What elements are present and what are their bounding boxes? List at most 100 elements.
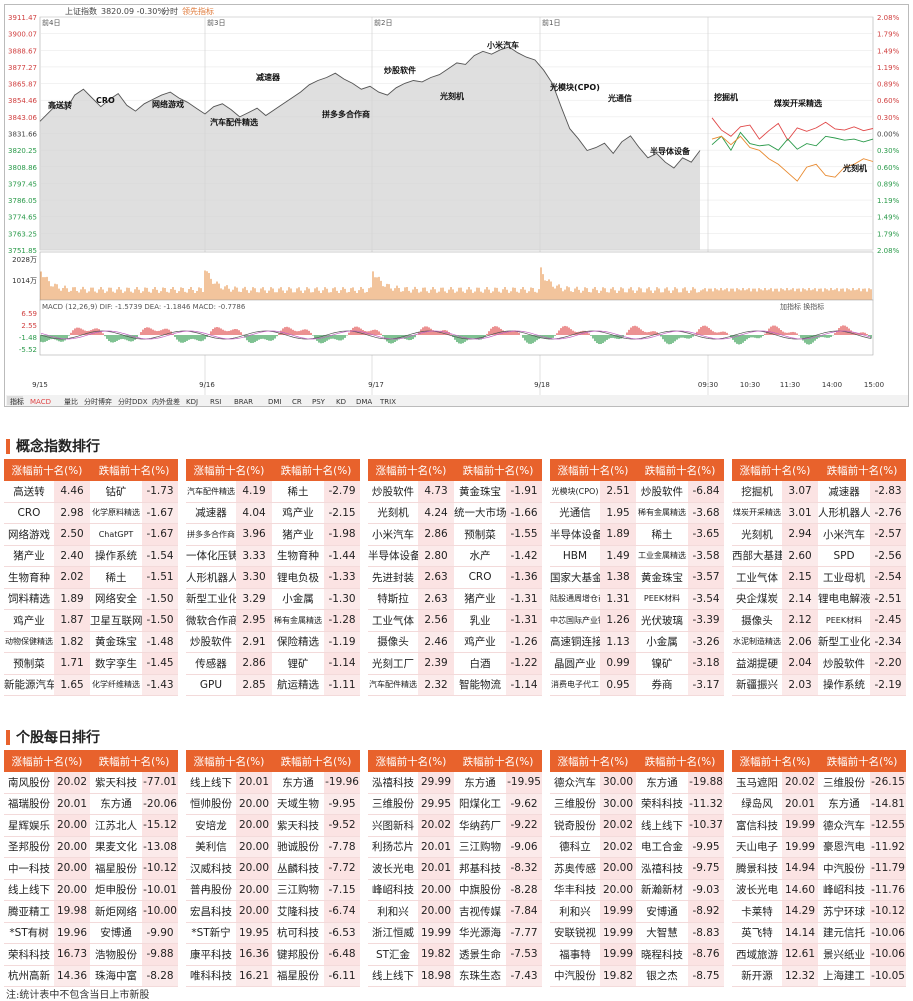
today-red-line	[711, 117, 874, 142]
today-green-line	[711, 131, 874, 152]
loser-name: 锂电电解液	[818, 588, 871, 610]
y-tick-right: 0.89%	[877, 81, 900, 89]
loser-pct: -1.28	[324, 609, 361, 632]
gainer-name: HBM	[550, 545, 600, 567]
down-header: 跌幅前十名(%)	[818, 459, 907, 481]
gainer-name: 英飞特	[732, 922, 782, 944]
table-row: 利和兴 19.99 安博通 -8.92	[550, 900, 725, 923]
loser-pct: -1.91	[506, 481, 543, 503]
loser-name: 预制菜	[454, 523, 507, 546]
loser-pct: -9.62	[506, 793, 543, 815]
gainer-name: 安联锐视	[550, 922, 600, 944]
table-header-row: 涨幅前十名(%) 跌幅前十名(%)	[186, 750, 361, 772]
tab-13: KD	[336, 398, 346, 406]
gainer-pct: 19.96	[54, 922, 91, 944]
macd-tick: 2.55	[21, 322, 37, 330]
gainer-pct: 2.60	[782, 545, 819, 567]
gainer-pct: 4.46	[54, 481, 91, 503]
table-row: 新能源汽车 1.65 化学纤维精选 -1.43	[4, 674, 179, 696]
gainer-name: 圣邦股份	[4, 836, 54, 858]
tab-6: 内外盘差	[152, 397, 180, 406]
loser-name: 中旗股份	[454, 879, 507, 901]
loser-pct: -2.34	[870, 631, 907, 653]
loser-name: 化学原料精选	[90, 502, 143, 524]
table-row: 光刻机 2.94 小米汽车 -2.57	[732, 523, 907, 546]
y-tick-left: 3854.46	[8, 97, 37, 105]
macd-toolbar: 加指标 换指标	[780, 302, 824, 311]
gainer-pct: 16.73	[54, 943, 91, 966]
table-header-row: 涨幅前十名(%) 跌幅前十名(%)	[4, 459, 179, 481]
table-header-row: 涨幅前十名(%) 跌幅前十名(%)	[368, 750, 543, 772]
gainer-name: 半导体设备	[550, 523, 600, 546]
loser-pct: -1.50	[142, 588, 179, 610]
table-row: 玉马遮阳 20.02 三维股份 -26.15	[732, 772, 907, 794]
table-row: 三维股份 30.00 荣科科技 -11.32	[550, 793, 725, 815]
loser-name: 镍矿	[636, 652, 689, 675]
tab-1: 指标	[10, 397, 24, 406]
loser-name: 大智慧	[636, 922, 689, 944]
gainer-name: 利和兴	[550, 900, 600, 923]
gainer-name: 西部大基建	[732, 545, 782, 567]
loser-pct: -9.06	[506, 836, 543, 858]
gainer-name: 工业气体	[368, 609, 418, 632]
loser-name: 邦基科技	[454, 857, 507, 880]
gainer-name: 汽车配件精选	[368, 674, 418, 696]
concept-panel-3: 涨幅前十名(%) 跌幅前十名(%) 炒股软件 4.73 黄金珠宝 -1.91 光刻机 4.24…	[368, 459, 543, 696]
gainer-name: *ST有树	[4, 922, 54, 944]
loser-name: 豪恩汽电	[818, 836, 871, 858]
annotation-label: 光通信	[607, 93, 632, 103]
table-row: 新开源 12.32 上海建工 -10.05	[732, 965, 907, 987]
loser-name: 炒股软件	[636, 481, 689, 503]
up-header: 涨幅前十名(%)	[550, 750, 637, 772]
gainer-pct: 20.00	[600, 879, 637, 901]
gainer-pct: 1.89	[54, 588, 91, 610]
loser-name: 化学纤维精选	[90, 674, 143, 696]
table-row: 腾亚精工 19.98 新炬网络 -10.00	[4, 900, 179, 923]
gainer-name: 卡莱特	[732, 900, 782, 923]
macd-header: MACD (12,26,9) DIF: -1.5739 DEA: -1.1846…	[42, 303, 246, 311]
loser-pct: -7.15	[324, 879, 361, 901]
table-row: 天山电子 19.99 豪恩汽电 -11.92	[732, 836, 907, 858]
loser-name: 新型工业化	[818, 631, 871, 653]
y-tick-right: 0.89%	[877, 180, 900, 188]
loser-pct: -1.44	[324, 545, 361, 567]
loser-pct: -7.72	[324, 857, 361, 880]
gainer-name: 光刻工厂	[368, 652, 418, 675]
gainer-name: 动物保健精选	[4, 631, 54, 653]
gainer-name: 西域旅游	[732, 943, 782, 966]
loser-name: 工业金属精选	[636, 545, 689, 567]
gainer-name: 南风股份	[4, 772, 54, 794]
gainer-pct: 20.00	[54, 879, 91, 901]
loser-pct: -6.48	[324, 943, 361, 966]
loser-pct: -9.90	[142, 922, 179, 944]
gainer-pct: 20.02	[600, 836, 637, 858]
loser-pct: -1.19	[324, 631, 361, 653]
loser-pct: -9.75	[688, 857, 725, 880]
loser-pct: -1.30	[324, 588, 361, 610]
table-row: 高速铜连接 1.13 小金属 -3.26	[550, 631, 725, 653]
gainer-pct: 2.14	[782, 588, 819, 610]
day-label: 前3日	[207, 18, 225, 27]
gainer-name: 挖掘机	[732, 481, 782, 503]
loser-pct: -1.14	[324, 652, 361, 675]
loser-name: 三江购物	[272, 879, 325, 901]
gainer-pct: 2.63	[418, 566, 455, 589]
y-tick-left: 3888.67	[8, 47, 37, 55]
gainer-name: 峰岹科技	[368, 879, 418, 901]
gainer-name: 华丰科技	[550, 879, 600, 901]
loser-name: 稀土	[90, 566, 143, 589]
loser-pct: -2.15	[324, 502, 361, 524]
y-tick-left: 3877.27	[8, 64, 37, 72]
loser-name: 珠海中富	[90, 965, 143, 987]
gainer-pct: 19.99	[782, 814, 819, 837]
gainer-pct: 2.95	[236, 609, 273, 632]
loser-name: 建元信托	[818, 922, 871, 944]
gainer-name: 恒帅股份	[186, 793, 236, 815]
gainer-name: 减速器	[186, 502, 236, 524]
gainer-name: 工业气体	[732, 566, 782, 589]
gainer-pct: 20.00	[54, 836, 91, 858]
down-header: 跌幅前十名(%)	[454, 459, 543, 481]
loser-name: 紫天科技	[272, 814, 325, 837]
loser-pct: -3.58	[688, 545, 725, 567]
table-row: GPU 2.85 航运精选 -1.11	[186, 674, 361, 696]
